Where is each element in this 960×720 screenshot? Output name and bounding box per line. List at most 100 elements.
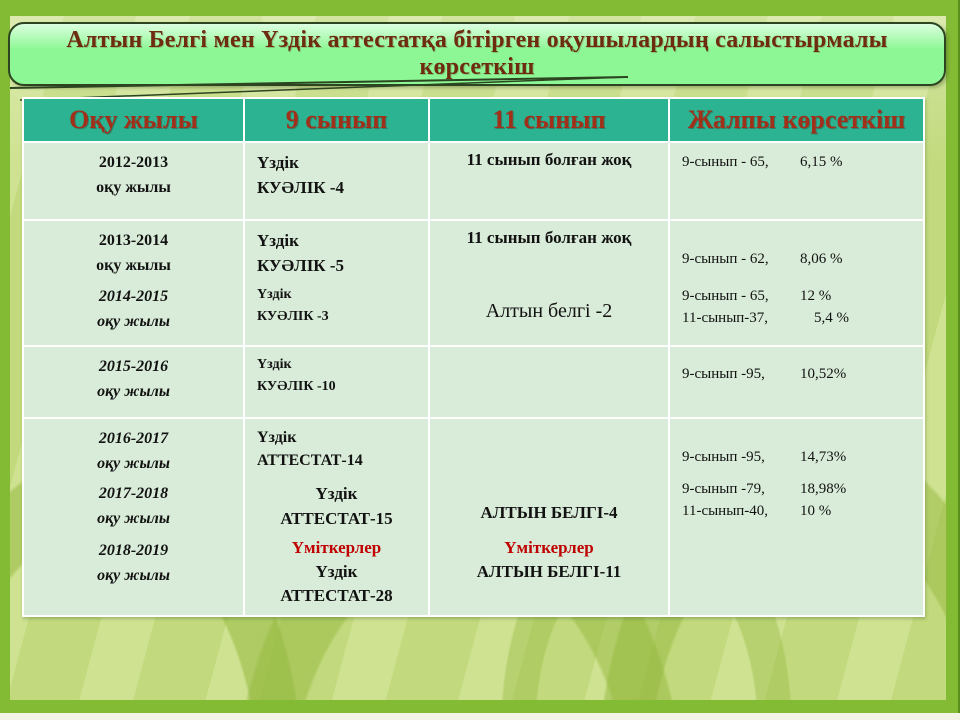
grade9-line: КУӘЛІК -10 — [257, 379, 336, 394]
grade11-line: АЛТЫН БЕЛГІ-4 — [480, 503, 618, 522]
year-cell: 2015-2016 оқу жылы — [24, 347, 243, 417]
year-line: 2017-2018 — [98, 485, 169, 502]
year-cell: 2018-2019 оқу жылы — [24, 531, 243, 615]
grade9-cell: Үздік КУӘЛІК -10 — [245, 347, 428, 417]
grade11-cell: 11 сынып болған жоқ — [430, 221, 668, 278]
stat-percent: 8,06 % — [800, 251, 843, 267]
stat-line: 9-сынып -95, 10,52% — [682, 363, 919, 385]
stat-percent: 10 % — [800, 503, 832, 519]
grade11-cell — [430, 419, 668, 476]
grade9-line: АТТЕСТАТ-14 — [257, 452, 363, 469]
stat-count: 11-сынып-40, — [682, 503, 769, 519]
stat-percent: 5,4 % — [814, 310, 849, 326]
year-cell: 2017-2018 оқу жылы — [24, 474, 243, 531]
year-line: оқу жылы — [97, 455, 170, 472]
grade11-cell: 11 сынып болған жоқ — [430, 143, 668, 219]
grade11-line: 11 сынып болған жоқ — [466, 228, 632, 247]
slide-background: Алтын Белгі мен Үздік аттестатқа бітірге… — [8, 16, 946, 700]
grade9-line: Үздік — [257, 357, 292, 372]
year-line: 2018-2019 — [98, 542, 169, 559]
year-line: оқу жылы — [96, 179, 171, 196]
grade11-cell: Үміткерлер АЛТЫН БЕЛГІ-11 — [430, 531, 668, 615]
stats-cell: 9-сынып -95, 14,73% — [670, 419, 923, 476]
slide-title: Алтын Белгі мен Үздік аттестатқа бітірге… — [66, 27, 888, 80]
grade9-line: Үздік — [257, 153, 299, 172]
grade9-line: АТТЕСТАТ-15 — [280, 509, 393, 528]
grade9-line: Үздік — [315, 562, 358, 581]
grade9-line: Үздік — [257, 231, 299, 250]
year-cell: 2012-2013 оқу жылы — [24, 143, 243, 219]
grade9-line: Үздік — [315, 484, 358, 503]
table-row: 2017-2018 оқу жылы Үздік АТТЕСТАТ-15 АЛТ… — [24, 474, 923, 531]
table-row: 2013-2014 оқу жылы Үздік КУӘЛІК -5 11 сы… — [24, 221, 923, 278]
col-header-grade11: 11 сынып — [430, 99, 668, 141]
col-header-grade9: 9 сынып — [245, 99, 428, 141]
stat-percent: 12 % — [800, 288, 832, 304]
grade11-line: 11 сынып болған жоқ — [466, 150, 632, 169]
title-banner: Алтын Белгі мен Үздік аттестатқа бітірге… — [8, 22, 946, 86]
year-line: 2016-2017 — [98, 430, 169, 447]
table-row: 2016-2017 оқу жылы Үздік АТТЕСТАТ-14 9-с… — [24, 419, 923, 476]
grade9-cell: Үміткерлер Үздік АТТЕСТАТ-28 — [245, 531, 428, 615]
grade9-line: КУӘЛІК -3 — [257, 309, 329, 324]
stat-count: 9-сынып - 65, — [682, 154, 769, 170]
grade11-cell: АЛТЫН БЕЛГІ-4 — [430, 474, 668, 531]
slide-bottom-edge — [0, 713, 960, 720]
year-cell: 2013-2014 оқу жылы — [24, 221, 243, 278]
stat-line: 9-сынып -95, 14,73% — [682, 446, 919, 468]
table-header-row: Оқу жылы 9 сынып 11 сынып Жалпы көрсеткі… — [24, 99, 923, 141]
results-table: Оқу жылы 9 сынып 11 сынып Жалпы көрсеткі… — [22, 97, 925, 617]
stat-line: 11-сынып-37, 5,4 % — [682, 307, 919, 329]
grade9-line: Үздік — [257, 429, 297, 446]
stat-count: 9-сынып -95, — [682, 366, 765, 382]
stats-cell: 9-сынып -79, 18,98% 11-сынып-40, 10 % — [670, 474, 923, 531]
col-header-year: Оқу жылы — [24, 99, 243, 141]
table-row: 2015-2016 оқу жылы Үздік КУӘЛІК -10 9-сы… — [24, 347, 923, 417]
stat-line: 9-сынып - 62, 8,06 % — [682, 248, 919, 270]
year-line: оқу жылы — [97, 567, 170, 584]
stat-count: 9-сынып -95, — [682, 449, 765, 465]
grade9-line-candidates: Үміткерлер — [291, 538, 382, 557]
grade9-cell: Үздік КУӘЛІК -3 — [245, 277, 428, 345]
stats-cell: 9-сынып -95, 10,52% — [670, 347, 923, 417]
grade9-line: АТТЕСТАТ-28 — [280, 586, 393, 605]
grade9-cell: Үздік КУӘЛІК -5 — [245, 221, 428, 278]
col-header-total: Жалпы көрсеткіш — [670, 99, 923, 141]
stat-percent: 14,73% — [800, 449, 847, 465]
grade9-line: КУӘЛІК -4 — [257, 178, 345, 197]
grade9-cell: Үздік АТТЕСТАТ-14 — [245, 419, 428, 476]
grade11-cell: Алтын белгі -2 — [430, 277, 668, 345]
stat-line: 9-сынып - 65, 12 % — [682, 285, 919, 307]
year-cell: 2014-2015 оқу жылы — [24, 277, 243, 345]
stat-percent: 6,15 % — [800, 154, 843, 170]
grade11-line-candidates: Үміткерлер — [504, 538, 594, 557]
stat-count: 11-сынып-37, — [682, 310, 769, 326]
year-line: оқу жылы — [97, 383, 170, 400]
stat-line: 9-сынып -79, 18,98% — [682, 478, 919, 500]
year-line: оқу жылы — [97, 313, 170, 330]
year-line: 2015-2016 — [98, 358, 169, 375]
stat-count: 9-сынып - 65, — [682, 288, 769, 304]
grade11-line: Алтын белгі -2 — [485, 299, 613, 322]
grade9-line: Үздік — [257, 287, 292, 302]
grade11-line: АЛТЫН БЕЛГІ-11 — [476, 562, 622, 581]
year-line: оқу жылы — [96, 257, 171, 274]
grade9-line: КУӘЛІК -5 — [257, 256, 345, 275]
stat-percent: 10,52% — [800, 366, 847, 382]
year-line: 2013-2014 — [98, 232, 169, 249]
stat-count: 9-сынып - 62, — [682, 251, 769, 267]
stats-cell: 9-сынып - 62, 8,06 % — [670, 221, 923, 278]
year-line: 2012-2013 — [98, 154, 169, 171]
table-row: 2018-2019 оқу жылы Үміткерлер Үздік АТТЕ… — [24, 531, 923, 615]
stats-cell: 9-сынып - 65, 6,15 % — [670, 143, 923, 219]
stat-line: 11-сынып-40, 10 % — [682, 500, 919, 522]
banner-swoosh-decoration — [9, 76, 629, 101]
grade9-cell: Үздік АТТЕСТАТ-15 — [245, 474, 428, 531]
stat-line: 9-сынып - 65, 6,15 % — [682, 151, 919, 173]
table-row: 2012-2013 оқу жылы Үздік КУӘЛІК -4 11 сы… — [24, 143, 923, 219]
stat-count: 9-сынып -79, — [682, 481, 765, 497]
table-row: 2014-2015 оқу жылы Үздік КУӘЛІК -3 Алтын… — [24, 277, 923, 345]
year-cell: 2016-2017 оқу жылы — [24, 419, 243, 476]
stats-cell — [670, 531, 923, 615]
